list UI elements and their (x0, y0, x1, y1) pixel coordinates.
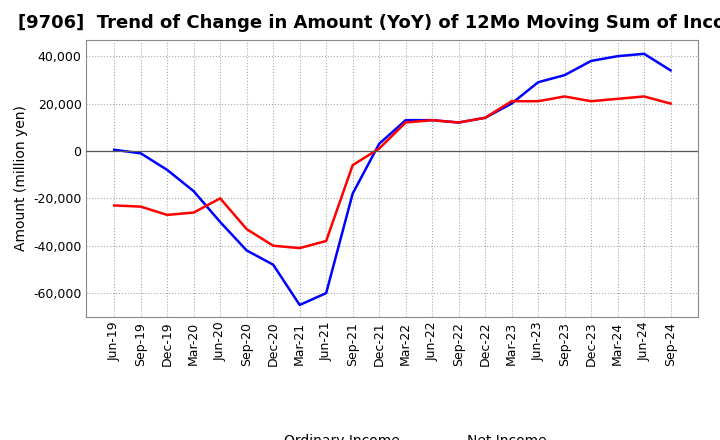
Net Income (666, 101, 675, 106)
Net Income (375, 146, 384, 151)
Net Income (163, 212, 171, 217)
Legend: Ordinary Income, Net Income: Ordinary Income, Net Income (233, 429, 552, 440)
Line: Net Income: Net Income (114, 96, 670, 248)
Net Income (243, 227, 251, 232)
Net Income (295, 246, 304, 251)
Net Income (560, 94, 569, 99)
Net Income (428, 117, 436, 123)
Net Income (269, 243, 277, 248)
Ordinary Income (110, 147, 119, 152)
Ordinary Income (216, 220, 225, 225)
Net Income (322, 238, 330, 244)
Net Income (534, 99, 542, 104)
Net Income (454, 120, 463, 125)
Ordinary Income (454, 120, 463, 125)
Ordinary Income (428, 117, 436, 123)
Title: [9706]  Trend of Change in Amount (YoY) of 12Mo Moving Sum of Incomes: [9706] Trend of Change in Amount (YoY) o… (18, 15, 720, 33)
Ordinary Income (534, 80, 542, 85)
Net Income (613, 96, 622, 102)
Ordinary Income (322, 290, 330, 296)
Net Income (136, 204, 145, 209)
Ordinary Income (348, 191, 357, 196)
Ordinary Income (560, 73, 569, 78)
Ordinary Income (508, 101, 516, 106)
Net Income (640, 94, 649, 99)
Net Income (348, 162, 357, 168)
Ordinary Income (640, 51, 649, 56)
Ordinary Income (243, 248, 251, 253)
Ordinary Income (481, 115, 490, 121)
Ordinary Income (163, 167, 171, 172)
Net Income (189, 210, 198, 215)
Ordinary Income (136, 150, 145, 156)
Ordinary Income (295, 302, 304, 308)
Net Income (481, 115, 490, 121)
Ordinary Income (613, 54, 622, 59)
Ordinary Income (666, 68, 675, 73)
Line: Ordinary Income: Ordinary Income (114, 54, 670, 305)
Net Income (401, 120, 410, 125)
Ordinary Income (269, 262, 277, 268)
Net Income (587, 99, 595, 104)
Net Income (508, 99, 516, 104)
Ordinary Income (375, 141, 384, 147)
Y-axis label: Amount (million yen): Amount (million yen) (14, 105, 27, 251)
Ordinary Income (401, 117, 410, 123)
Ordinary Income (189, 189, 198, 194)
Net Income (110, 203, 119, 208)
Ordinary Income (587, 58, 595, 63)
Net Income (216, 196, 225, 201)
